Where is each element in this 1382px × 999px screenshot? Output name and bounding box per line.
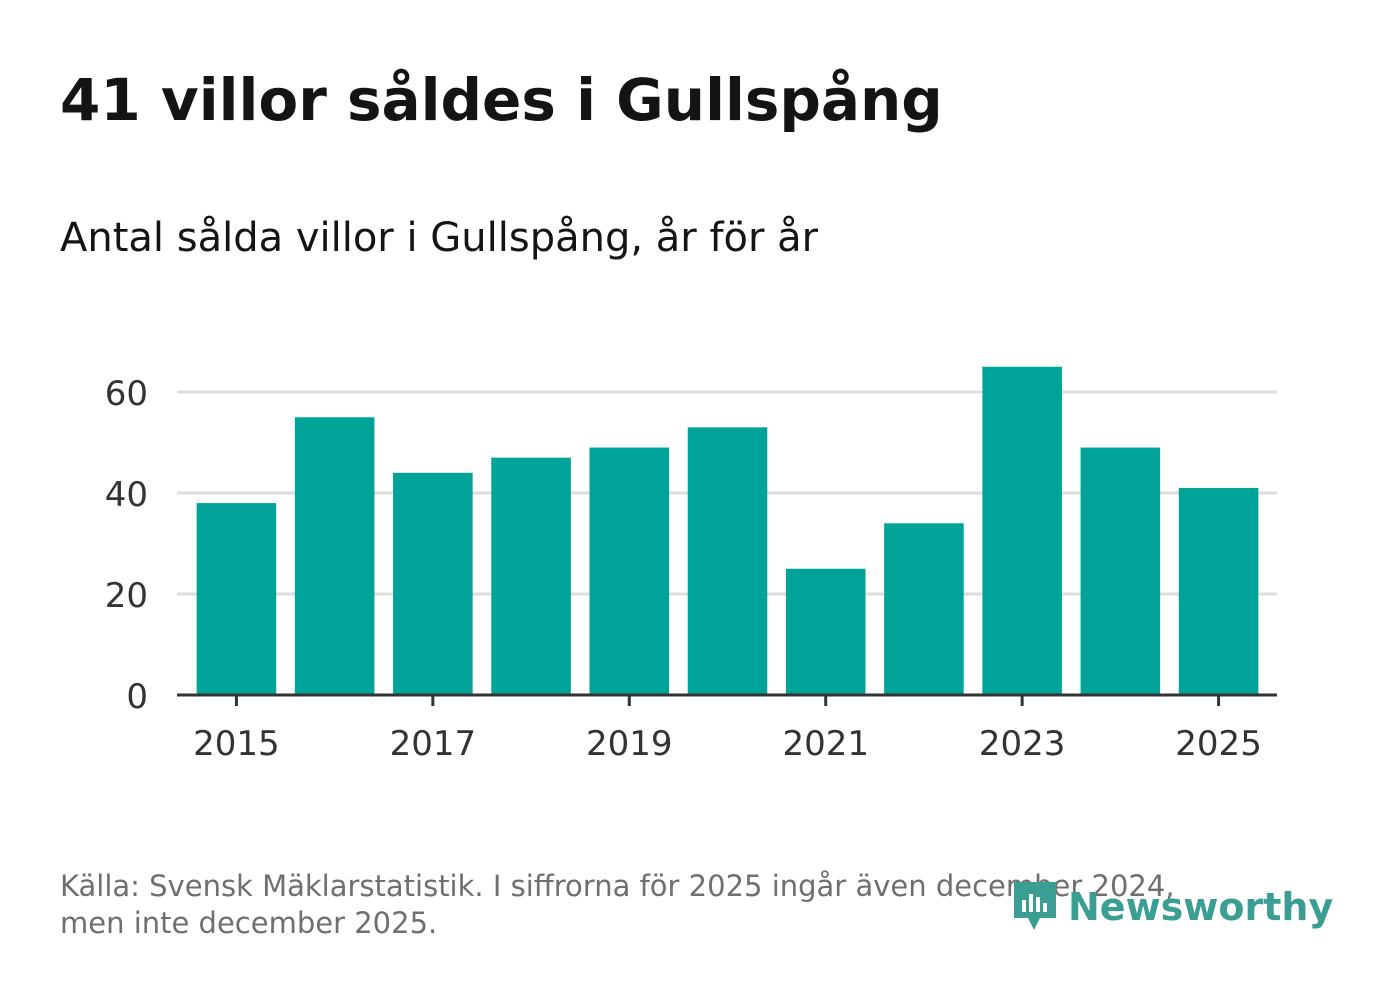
bar-2017 (393, 472, 473, 695)
bar-2024 (1080, 447, 1161, 695)
bar-2025 (1178, 487, 1259, 695)
bar-2019 (589, 447, 670, 695)
y-tick-label: 60 (105, 374, 148, 414)
source-note: Källa: Svensk Mäklarstatistik. I siffror… (60, 868, 1260, 942)
y-tick-label: 40 (105, 475, 148, 515)
x-tick-label: 2017 (390, 724, 477, 764)
chart-title: 41 villor såldes i Gullspång (60, 66, 943, 134)
x-tick-label: 2019 (586, 724, 673, 764)
x-tick-label: 2021 (782, 724, 869, 764)
axes: 0 20 40 60 2015 2017 2019 2021 2023 2025 (105, 374, 1277, 764)
x-tick-label: 2025 (1175, 724, 1262, 764)
bars (196, 366, 1259, 695)
bar-2020 (687, 427, 768, 695)
bar-2022 (884, 523, 964, 695)
bar-2016 (294, 417, 375, 695)
bar-2023 (982, 366, 1062, 695)
x-tick-label: 2015 (193, 724, 280, 764)
bar-2018 (491, 457, 571, 695)
y-tick-label: 0 (126, 677, 148, 717)
source-line-2: men inte december 2025. (60, 906, 438, 940)
logo-text: Newsworthy (1068, 885, 1334, 929)
newsworthy-logo-icon (1014, 882, 1056, 930)
source-line-1: Källa: Svensk Mäklarstatistik. I siffror… (60, 869, 1175, 903)
bar-2015 (196, 503, 277, 695)
x-tick-label: 2023 (979, 724, 1066, 764)
y-tick-label: 20 (105, 576, 148, 616)
bar-2021 (785, 568, 866, 695)
newsworthy-logo: Newsworthy (1010, 878, 1333, 936)
chart-subtitle: Antal sålda villor i Gullspång, år för å… (60, 215, 819, 261)
